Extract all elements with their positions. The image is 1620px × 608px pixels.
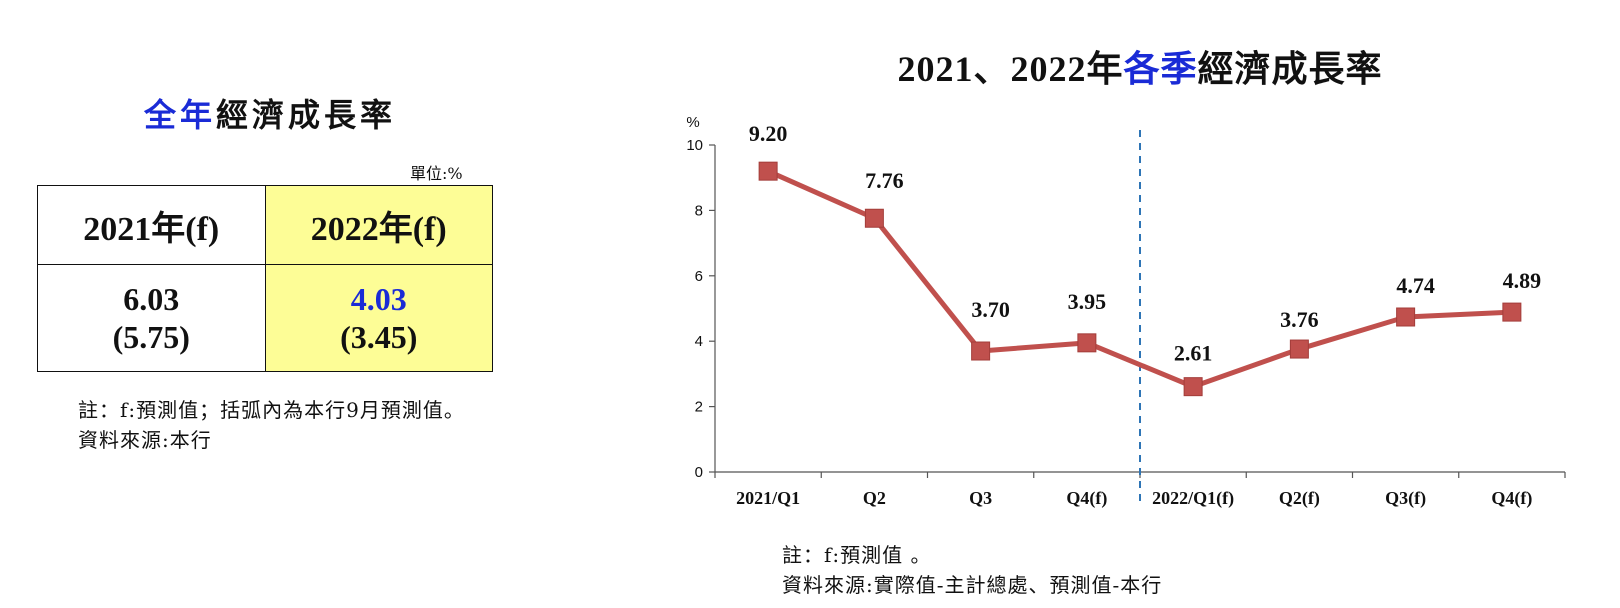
y-axis-unit: % [686, 114, 699, 131]
annual-growth-title: 全年經濟成長率 [0, 90, 540, 136]
quarterly-growth-title: 2021、2022年各季經濟成長率 [690, 40, 1590, 92]
prev-forecast-2021: (5.75) [112, 319, 190, 355]
table-header-row: 2021年(f) 2022年(f) [37, 185, 493, 265]
series-line [767, 168, 1512, 390]
value-cell-2022: 4.03 (3.45) [264, 264, 493, 372]
data-point-marker [864, 208, 884, 228]
x-category-label: Q4(f) [1066, 488, 1107, 509]
value-2022: 4.03 [350, 281, 407, 317]
x-category-label: 2021/Q1 [736, 488, 800, 508]
data-point-marker [758, 161, 778, 181]
data-point-marker [1396, 307, 1416, 327]
prev-forecast-2022: (3.45) [340, 319, 418, 355]
x-category-label: Q2 [863, 488, 886, 508]
data-point-marker [1289, 339, 1309, 359]
quarterly-growth-chart: 0 2 4 6 8 10% 2021/Q1 Q2 Q3 Q4(f) 2022/Q1(f) Q2(f) Q… [686, 114, 1566, 509]
chart-notes: 註：f:預測值 。 資料來源:實際值-主計總處、預測值-本行 [782, 540, 1162, 600]
value-2021: 6.03 [123, 281, 180, 317]
table-value-row: 6.03 (5.75) 4.03 (3.45) [37, 264, 493, 372]
data-point-marker [1077, 333, 1097, 353]
x-category-label: Q4(f) [1491, 488, 1532, 509]
x-category-label: Q2(f) [1279, 488, 1320, 509]
annual-notes: 註：f:預測值；括弧內為本行9月預測值。 資料來源:本行 [78, 395, 465, 455]
annual-growth-table: 2021年(f) 2022年(f) 6.03 (5.75) 4.03 (3.45… [37, 185, 493, 372]
data-label: 4.74 [1396, 273, 1435, 298]
header-2021: 2021年(f) [37, 185, 266, 265]
data-label: 2.61 [1174, 341, 1213, 366]
data-point-marker [971, 341, 991, 361]
y-tick-label: 6 [695, 268, 703, 285]
header-2022: 2022年(f) [264, 185, 493, 265]
x-category-label: Q3 [969, 488, 992, 508]
data-point-marker [1502, 302, 1522, 322]
annual-note-source: 資料來源:本行 [78, 428, 212, 452]
y-tick-label: 8 [695, 202, 703, 219]
quarterly-title-highlight: 各季 [1123, 49, 1198, 89]
annual-note-forecast: 註：f:預測值；括弧內為本行9月預測值。 [78, 398, 465, 422]
x-category-label: Q3(f) [1385, 488, 1426, 509]
data-point-marker [1183, 377, 1203, 397]
quarterly-title-prefix: 2021、2022年 [897, 49, 1124, 89]
data-label: 7.76 [865, 168, 904, 193]
chart-note-forecast: 註：f:預測值 。 [782, 543, 932, 567]
x-category-label: 2022/Q1(f) [1152, 488, 1234, 509]
annual-title-highlight: 全年 [143, 96, 216, 134]
data-label: 4.89 [1503, 268, 1542, 293]
y-tick-label: 10 [686, 137, 703, 154]
value-cell-2021: 6.03 (5.75) [37, 264, 266, 372]
unit-label: 單位:% [410, 164, 463, 183]
y-tick-label: 4 [695, 333, 703, 350]
quarterly-title-suffix: 經濟成長率 [1197, 49, 1383, 89]
chart-note-source: 資料來源:實際值-主計總處、預測值-本行 [782, 573, 1163, 597]
data-label: 3.70 [971, 297, 1010, 322]
annual-title-text: 經濟成長率 [216, 96, 397, 134]
data-label: 3.76 [1280, 307, 1319, 332]
data-label: 9.20 [749, 121, 788, 146]
data-label: 3.95 [1068, 289, 1107, 314]
y-tick-label: 2 [695, 399, 703, 416]
y-tick-label: 0 [695, 464, 703, 481]
